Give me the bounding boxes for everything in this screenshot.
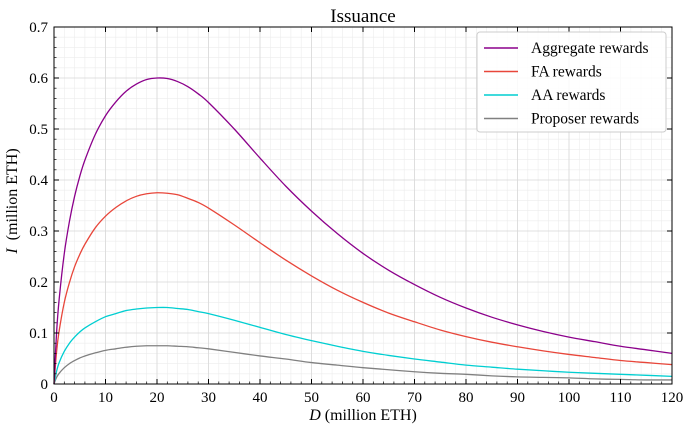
series-lines xyxy=(53,77,673,385)
y-axis-variable: I xyxy=(4,248,21,255)
series-line-proposer-rewards xyxy=(53,345,673,385)
x-tick-label: 90 xyxy=(510,390,525,406)
x-axis-variable: D xyxy=(308,407,321,424)
y-tick-label: 0.1 xyxy=(29,326,48,342)
x-tick-label: 40 xyxy=(253,390,268,406)
x-tick-label: 110 xyxy=(610,390,632,406)
y-tick-label: 0.4 xyxy=(29,173,48,189)
legend-label: Proposer rewards xyxy=(531,111,639,128)
x-tick-label: 70 xyxy=(407,390,422,406)
x-tick-label: 50 xyxy=(304,390,319,406)
x-tick-label: 120 xyxy=(661,390,684,406)
x-tick-label: 10 xyxy=(98,390,113,406)
y-tick-label: 0.5 xyxy=(29,122,48,138)
chart-title: Issuance xyxy=(330,6,395,27)
y-tick-label: 0.6 xyxy=(29,71,48,87)
series-line-aggregate-rewards xyxy=(53,77,673,385)
y-tick-label: 0 xyxy=(41,377,49,393)
x-tick-label: 30 xyxy=(201,390,216,406)
x-axis-unit: (million ETH) xyxy=(321,407,417,424)
y-axis-label: I (million ETH) xyxy=(4,136,21,273)
legend-label: FA rewards xyxy=(531,64,602,81)
x-tick-label: 100 xyxy=(558,390,581,406)
legend: Aggregate rewards FA rewards AA rewards Pro… xyxy=(476,31,667,133)
y-axis-unit: (million ETH) xyxy=(4,148,21,248)
series-line-aa-rewards xyxy=(53,306,673,385)
y-tick-label: 0.3 xyxy=(29,224,48,240)
legend-label: AA rewards xyxy=(531,87,605,104)
x-tick-label: 20 xyxy=(150,390,165,406)
x-tick-label: 60 xyxy=(356,390,371,406)
x-tick-label: 80 xyxy=(459,390,474,406)
legend-box xyxy=(476,31,667,133)
x-axis-label: D (million ETH) xyxy=(308,407,417,424)
series-line-fa-rewards xyxy=(53,192,673,385)
axis-ticks: 0 10 20 30 40 50 60 70 80 90 100 110 120 0 0.1 0.2 0.3 0.… xyxy=(29,20,683,406)
legend-label: Aggregate rewards xyxy=(531,40,648,57)
x-tick-label: 0 xyxy=(50,390,58,406)
y-tick-label: 0.2 xyxy=(29,275,48,291)
y-tick-label: 0.7 xyxy=(29,20,48,36)
